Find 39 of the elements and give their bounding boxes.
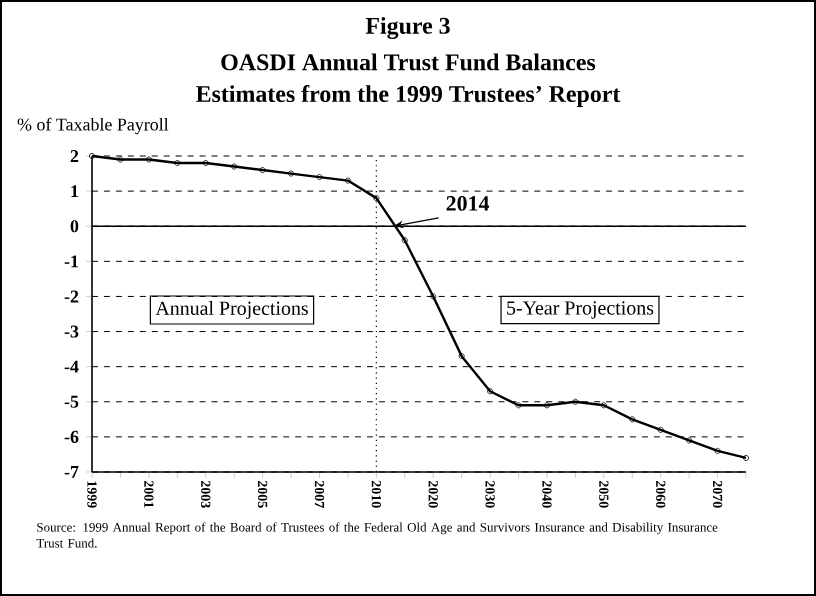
y-tick-label: -5 xyxy=(64,395,79,408)
point xyxy=(174,160,181,167)
point xyxy=(487,388,494,395)
y-tick-label: -3 xyxy=(64,325,79,338)
point xyxy=(259,167,266,174)
point xyxy=(572,398,579,405)
y-tick-label: -4 xyxy=(64,360,79,373)
point xyxy=(714,447,721,454)
point xyxy=(231,163,238,170)
point xyxy=(515,402,522,409)
y-tick-label: -6 xyxy=(64,430,79,443)
point xyxy=(373,195,380,202)
y-tick-label: 2 xyxy=(70,150,79,162)
y-axis-title: % of Taxable Payroll xyxy=(17,117,169,135)
point xyxy=(430,293,437,300)
y-tick-label: -2 xyxy=(64,290,79,303)
annotation: Annual Projections xyxy=(155,300,308,320)
point xyxy=(401,237,408,244)
annotation: 2014 xyxy=(446,196,490,211)
point xyxy=(543,402,550,409)
annotation: 5-Year Projections xyxy=(507,301,654,319)
point xyxy=(657,426,664,433)
chart-title: OASDI Annual Trust Fund Balances xyxy=(221,53,596,71)
point xyxy=(316,174,323,181)
point xyxy=(288,170,295,177)
point xyxy=(686,437,693,444)
point xyxy=(458,353,465,360)
y-tick-label: 1 xyxy=(71,185,79,198)
y-tick-label: 0 xyxy=(70,220,79,233)
point xyxy=(629,416,636,423)
y-tick-label: -7 xyxy=(64,466,79,478)
point xyxy=(344,177,351,184)
point xyxy=(600,402,607,409)
point xyxy=(117,156,124,163)
point xyxy=(145,156,152,163)
caption: Figure 3 xyxy=(365,17,450,39)
point xyxy=(202,160,209,167)
chart-subtitle: Estimates from the 1999 Trustees’ Report xyxy=(196,85,621,107)
y-tick-label: -1 xyxy=(64,255,79,268)
